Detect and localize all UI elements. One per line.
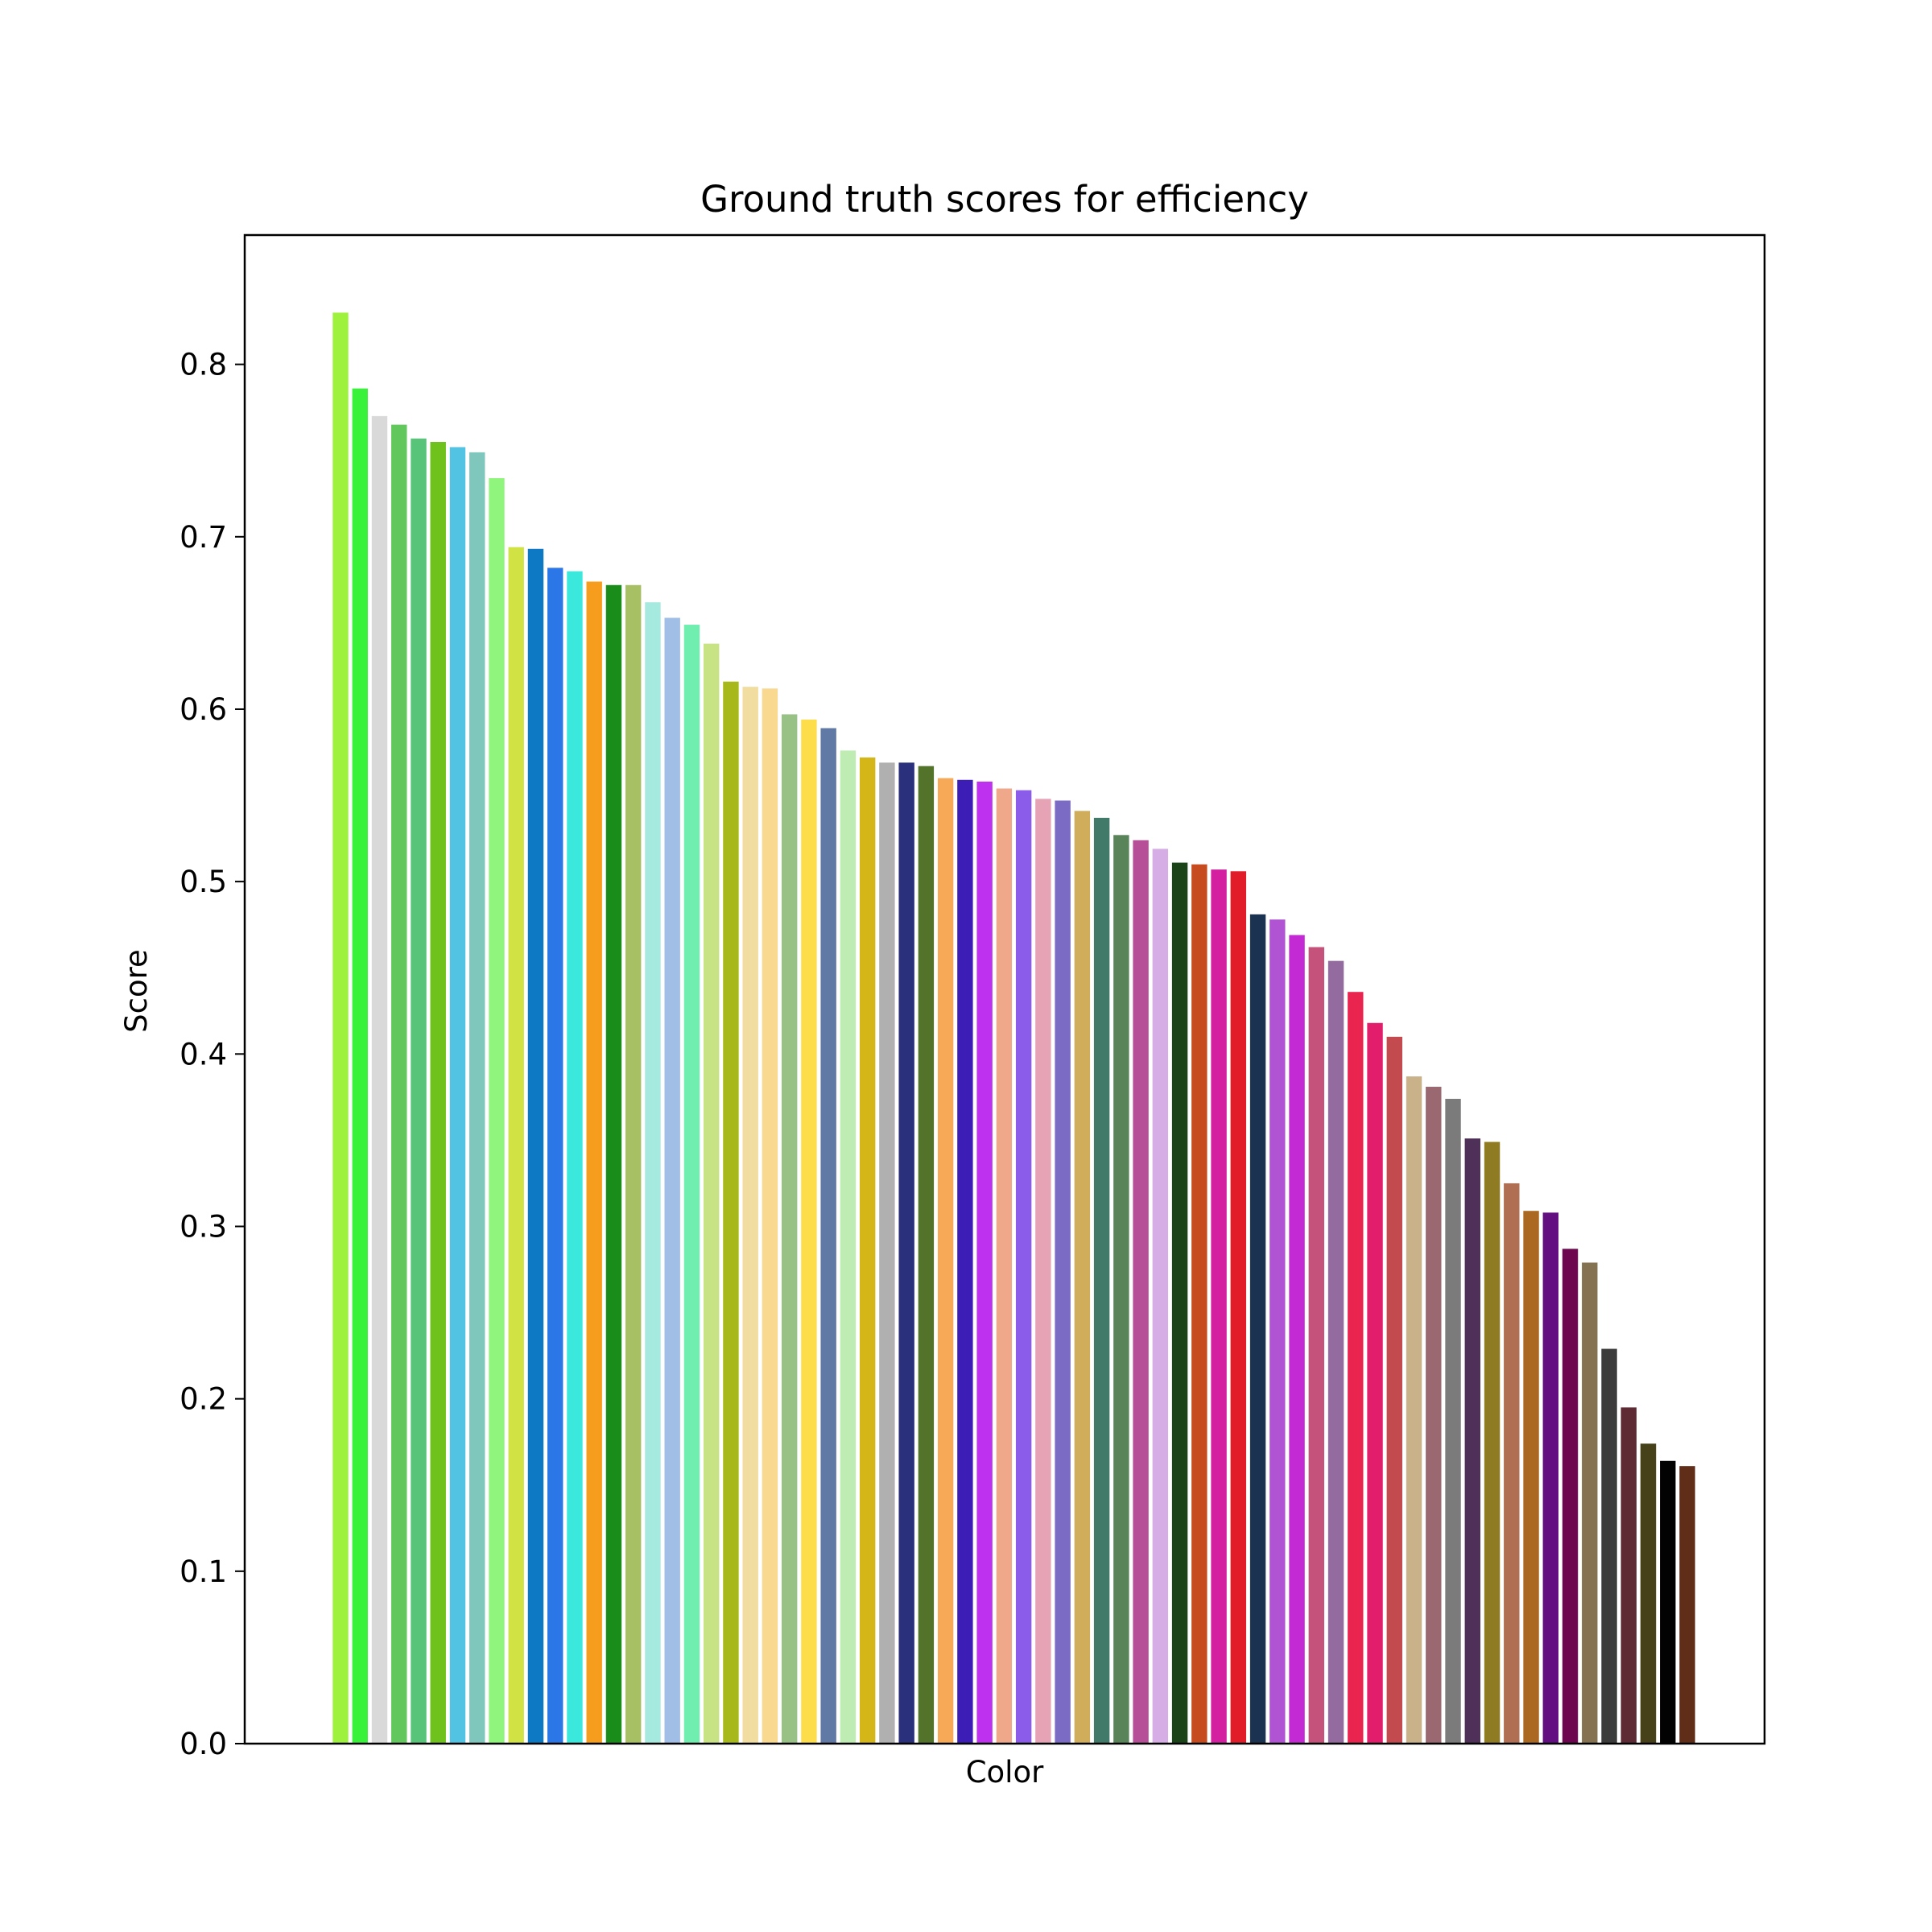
bar (1386, 1036, 1403, 1744)
bar (1152, 848, 1169, 1744)
y-tick-label: 0.7 (180, 520, 227, 555)
bar (781, 714, 798, 1744)
y-tick-label: 0.6 (180, 692, 227, 727)
bar (1679, 1466, 1695, 1744)
bar (1406, 1076, 1422, 1744)
bar (1504, 1183, 1520, 1744)
bar (664, 617, 680, 1744)
bar (1464, 1138, 1480, 1744)
bar (683, 625, 700, 1744)
bar (1074, 811, 1091, 1744)
bar (645, 602, 661, 1744)
bar (625, 584, 642, 1744)
bar (801, 719, 817, 1744)
bar (1620, 1407, 1637, 1744)
bars (332, 312, 1695, 1744)
bar (1230, 871, 1247, 1744)
bar (586, 581, 602, 1744)
y-tick-label: 0.5 (180, 865, 227, 899)
bar (1327, 960, 1344, 1744)
bar (762, 688, 778, 1744)
bar (430, 442, 446, 1744)
bar (859, 757, 876, 1744)
bar (1015, 790, 1032, 1744)
bar (547, 568, 564, 1744)
x-axis-label: Color (966, 1755, 1044, 1790)
y-tick-label: 0.2 (180, 1382, 227, 1417)
bar (605, 584, 622, 1744)
bar (1523, 1211, 1539, 1744)
bar (976, 781, 993, 1744)
bar (1035, 799, 1051, 1744)
bar (1289, 935, 1305, 1744)
bar (1308, 947, 1325, 1744)
bar (411, 438, 427, 1744)
bar (527, 548, 544, 1744)
y-tick-label: 0.4 (180, 1037, 227, 1071)
bar (1484, 1141, 1501, 1744)
bar (1348, 992, 1364, 1744)
bar (449, 447, 466, 1744)
y-tick-label: 0.1 (180, 1554, 227, 1589)
bar (840, 750, 857, 1744)
bar (1171, 862, 1188, 1744)
bar (918, 766, 935, 1744)
bar (567, 571, 583, 1744)
bar (1055, 800, 1071, 1744)
bar (1542, 1212, 1558, 1744)
bar (371, 415, 388, 1744)
bar (898, 762, 914, 1744)
bar (723, 681, 739, 1744)
bar (1113, 835, 1129, 1744)
bar (1367, 1022, 1383, 1744)
bar (937, 778, 954, 1744)
y-tick-label: 0.3 (180, 1209, 227, 1244)
bar (1133, 840, 1149, 1744)
bar (1191, 864, 1208, 1744)
bar (1562, 1249, 1579, 1744)
bar (1601, 1348, 1617, 1744)
bar (391, 424, 407, 1744)
y-axis-ticks: 0.0 0.1 0.2 0.3 0.4 0.5 0.6 0.7 0.8 (180, 348, 245, 1761)
bar (957, 779, 973, 1744)
y-axis-label: Score (119, 949, 154, 1033)
bar (703, 643, 720, 1744)
bar (332, 312, 349, 1744)
y-tick-label: 0.8 (180, 348, 227, 382)
bar (469, 452, 485, 1744)
bar (1660, 1460, 1676, 1744)
bar (820, 728, 836, 1744)
bar (508, 547, 524, 1744)
bar (352, 388, 368, 1744)
bar (879, 762, 895, 1744)
bar (1269, 919, 1286, 1744)
bar (1582, 1262, 1598, 1744)
plot-frame (243, 233, 1766, 1745)
bar (1211, 869, 1227, 1744)
bar (1640, 1443, 1657, 1744)
bar (1445, 1099, 1461, 1744)
chart-title: Ground truth scores for efficiency (700, 178, 1309, 221)
bar (996, 788, 1013, 1744)
y-tick-label: 0.0 (180, 1727, 227, 1761)
bar (1426, 1087, 1442, 1744)
bar (1249, 914, 1266, 1744)
bar (742, 687, 758, 1744)
bar (489, 477, 505, 1744)
bar (1093, 817, 1110, 1744)
